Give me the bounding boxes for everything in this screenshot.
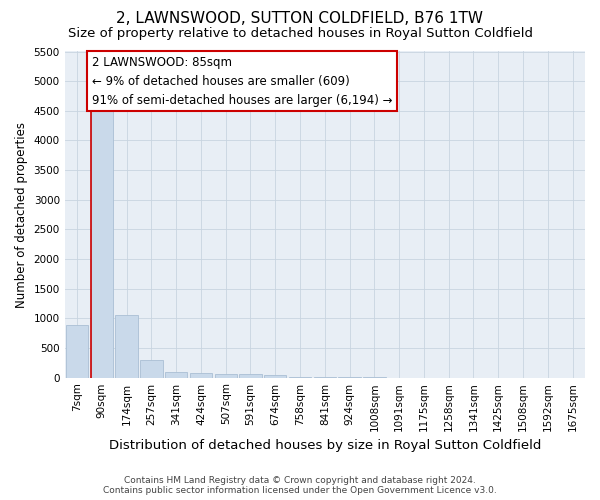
Bar bbox=[239, 374, 262, 378]
Y-axis label: Number of detached properties: Number of detached properties bbox=[15, 122, 28, 308]
Text: Contains HM Land Registry data © Crown copyright and database right 2024.: Contains HM Land Registry data © Crown c… bbox=[124, 476, 476, 485]
Text: 2 LAWNSWOOD: 85sqm
← 9% of detached houses are smaller (609)
91% of semi-detache: 2 LAWNSWOOD: 85sqm ← 9% of detached hous… bbox=[92, 56, 392, 106]
Bar bbox=[91, 107, 113, 378]
Text: 2, LAWNSWOOD, SUTTON COLDFIELD, B76 1TW: 2, LAWNSWOOD, SUTTON COLDFIELD, B76 1TW bbox=[116, 11, 484, 26]
Text: Size of property relative to detached houses in Royal Sutton Coldfield: Size of property relative to detached ho… bbox=[67, 28, 533, 40]
Bar bbox=[66, 326, 88, 378]
X-axis label: Distribution of detached houses by size in Royal Sutton Coldfield: Distribution of detached houses by size … bbox=[109, 440, 541, 452]
Bar bbox=[215, 374, 237, 378]
Bar bbox=[115, 314, 138, 378]
Bar bbox=[140, 360, 163, 378]
Bar bbox=[264, 374, 286, 378]
Bar bbox=[190, 373, 212, 378]
Bar bbox=[165, 372, 187, 378]
Text: Contains public sector information licensed under the Open Government Licence v3: Contains public sector information licen… bbox=[103, 486, 497, 495]
